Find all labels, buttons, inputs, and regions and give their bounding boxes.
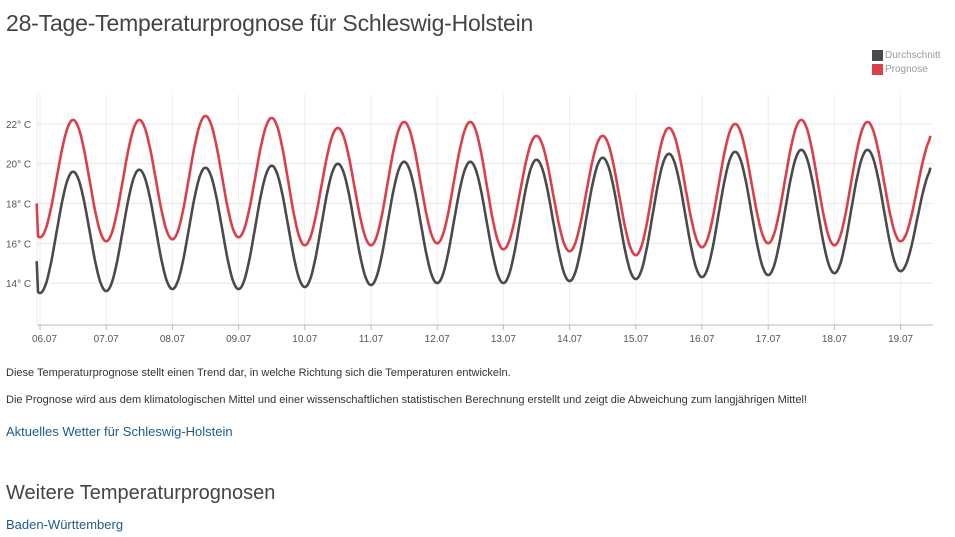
more-forecasts-heading: Weitere Temperaturprognosen bbox=[6, 482, 276, 504]
series-line-durchschnitt bbox=[35, 148, 932, 295]
legend-label-durchschnitt: Durchschnitt bbox=[885, 49, 941, 61]
y-tick-label: 18° C bbox=[6, 200, 31, 211]
x-tick-label: 14.07 bbox=[557, 334, 582, 345]
y-tick-label: 20° C bbox=[6, 160, 31, 171]
y-tick-label: 22° C bbox=[6, 120, 31, 131]
x-tick-label: 15.07 bbox=[623, 334, 648, 345]
x-tick-label: 10.07 bbox=[292, 334, 317, 345]
series-line-prognose bbox=[35, 114, 932, 257]
x-tick-label: 11.07 bbox=[359, 334, 384, 345]
legend-item-prognose[interactable]: Prognose bbox=[872, 62, 941, 76]
y-tick-label: 16° C bbox=[6, 239, 31, 250]
current-weather-link[interactable]: Aktuelles Wetter für Schleswig-Holstein bbox=[6, 424, 233, 439]
page-title: 28-Tage-Temperaturprognose für Schleswig… bbox=[6, 10, 534, 36]
chart-description-text: Diese Temperaturprognose stellt einen Tr… bbox=[6, 367, 511, 379]
chart-method-text: Die Prognose wird aus dem klimatologisch… bbox=[6, 394, 807, 406]
x-tick-label: 18.07 bbox=[822, 334, 847, 345]
legend-label-prognose: Prognose bbox=[885, 63, 928, 75]
region-link-baden-wuerttemberg[interactable]: Baden-Württemberg bbox=[6, 517, 124, 532]
x-tick-label: 09.07 bbox=[226, 334, 251, 345]
chart-legend: Durchschnitt Prognose bbox=[872, 48, 941, 76]
x-tick-label: 06.07 bbox=[32, 334, 57, 345]
temperature-chart: 14° C 16° C 18° C 20° C 22° C 06.07 07.07 08.07… bbox=[6, 94, 933, 345]
x-tick-label: 13.07 bbox=[491, 334, 516, 345]
x-tick-label: 12.07 bbox=[425, 334, 450, 345]
x-tick-label: 17.07 bbox=[756, 334, 781, 345]
x-tick-label: 08.07 bbox=[160, 334, 185, 345]
x-tick-label: 07.07 bbox=[94, 334, 119, 345]
legend-swatch-durchschnitt bbox=[872, 49, 883, 61]
x-tick-label: 16.07 bbox=[689, 334, 714, 345]
y-tick-label: 14° C bbox=[6, 279, 31, 290]
legend-swatch-prognose bbox=[872, 63, 883, 75]
x-tick-label: 19.07 bbox=[888, 334, 913, 345]
legend-item-durchschnitt[interactable]: Durchschnitt bbox=[872, 48, 941, 62]
